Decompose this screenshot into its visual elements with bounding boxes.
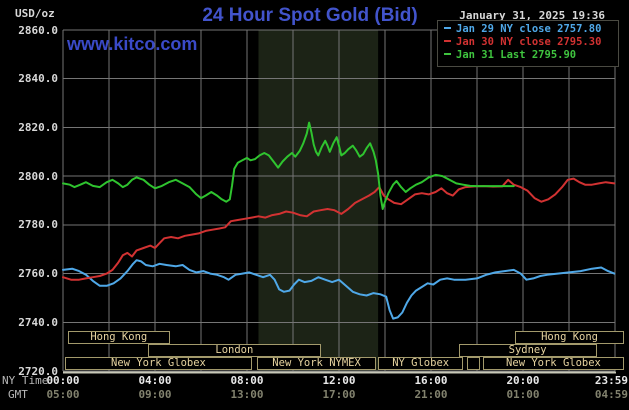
- chart-timestamp: January 31, 2025 19:36: [459, 9, 605, 22]
- y-axis-unit-label: USD/oz: [15, 7, 55, 20]
- session-box-sydney: Sydney: [458, 344, 597, 357]
- x-tick-label-ny: 20:00: [506, 374, 540, 387]
- x-tick-label-ny: 12:00: [322, 374, 356, 387]
- y-tick-label: 2840.0: [18, 72, 58, 86]
- series-line-jan-29: [62, 259, 616, 320]
- legend-item: Jan 31 Last 2795.90: [442, 49, 618, 62]
- x-axis-row-label-gmt: GMT: [8, 388, 28, 401]
- x-tick-label-gmt: 21:00: [414, 388, 448, 401]
- x-tick-label-ny: 00:00: [46, 374, 80, 387]
- session-box-hong-kong: Hong Kong: [67, 331, 170, 344]
- y-tick-label: 2800.0: [18, 169, 58, 183]
- session-box-new-york-globex: New York Globex: [65, 357, 252, 370]
- x-tick-label-gmt: 04:59: [594, 388, 628, 401]
- x-axis-row-label-ny-time: NY Time: [2, 374, 49, 387]
- series-line-jan-30: [62, 177, 616, 281]
- x-tick-label-ny: 23:59: [594, 374, 628, 387]
- y-tick-label: 2780.0: [18, 218, 58, 232]
- session-box-hong-kong: Hong Kong: [514, 331, 625, 344]
- y-tick-label: 2860.0: [18, 23, 58, 37]
- x-tick-label-gmt: 13:00: [230, 388, 264, 401]
- series-dash-icon: [444, 52, 451, 55]
- series-line-jan-31: [62, 121, 515, 210]
- x-tick-label-gmt: 09:00: [138, 388, 172, 401]
- legend-item-label: Jan 31 Last 2795.90: [456, 49, 577, 61]
- legend-item: Jan 30 NY close 2795.30: [442, 36, 618, 49]
- legend-box: Jan 29 NY close 2757.80 Jan 30 NY close 2…: [437, 20, 619, 67]
- session-box-new-york-nymex: New York NYMEX: [257, 357, 376, 370]
- session-box-new-york-globex: New York Globex: [482, 357, 625, 370]
- x-tick-label-gmt: 17:00: [322, 388, 356, 401]
- session-box-london: London: [148, 344, 321, 357]
- legend-item-label: Jan 30 NY close 2795.30: [456, 36, 602, 48]
- y-tick-label: 2740.0: [18, 315, 58, 329]
- x-tick-label-ny: 08:00: [230, 374, 264, 387]
- session-box-ny-globex: NY Globex: [378, 357, 464, 370]
- y-tick-label: 2760.0: [18, 267, 58, 281]
- x-tick-label-ny: 04:00: [138, 374, 172, 387]
- x-tick-label-ny: 16:00: [414, 374, 448, 387]
- y-tick-label: 2820.0: [18, 120, 58, 134]
- x-tick-label-gmt: 01:00: [506, 388, 540, 401]
- x-tick-label-gmt: 05:00: [46, 388, 80, 401]
- legend-item-label: Jan 29 NY close 2757.80: [456, 23, 602, 35]
- y-tick-label: 2720.0: [18, 364, 58, 378]
- legend-item: Jan 29 NY close 2757.80: [442, 23, 618, 36]
- series-dash-icon: [444, 26, 451, 29]
- kitco-watermark-link[interactable]: www.kitco.com: [67, 34, 198, 54]
- series-dash-icon: [444, 39, 451, 42]
- session-box-gap: [466, 357, 481, 370]
- chart-title: 24 Hour Spot Gold (Bid): [202, 5, 418, 26]
